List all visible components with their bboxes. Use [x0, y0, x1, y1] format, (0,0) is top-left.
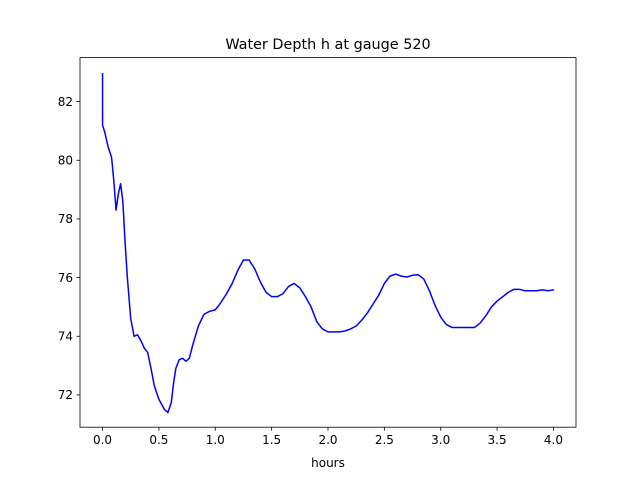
series-line-0: [101, 72, 555, 414]
x-tick-label: 2.0: [318, 433, 337, 447]
y-tick-label: 72: [58, 388, 73, 402]
y-tick-label: 76: [58, 271, 73, 285]
x-tick-label: 3.5: [488, 433, 507, 447]
plot-area: [80, 57, 576, 428]
y-tick-label: 78: [58, 212, 73, 226]
y-axis-ticks: 72 74 76 78 80 82: [58, 95, 80, 402]
chart-title: Water Depth h at gauge 520: [225, 37, 430, 53]
x-tick-label: 4.0: [544, 433, 563, 447]
x-axis-label: hours: [311, 456, 345, 470]
series-layer: [101, 72, 555, 414]
y-tick-label: 74: [58, 330, 73, 344]
x-tick-label: 2.5: [375, 433, 394, 447]
x-tick-label: 0.5: [149, 433, 168, 447]
x-tick-label: 3.0: [431, 433, 450, 447]
y-tick-label: 82: [58, 95, 73, 109]
x-axis-ticks: 0.0 0.5 1.0 1.5 2.0 2.5 3.0 3.5 4.0: [93, 427, 563, 447]
x-tick-label: 0.0: [93, 433, 112, 447]
x-tick-label: 1.0: [206, 433, 225, 447]
y-tick-label: 80: [58, 154, 73, 168]
x-tick-label: 1.5: [262, 433, 281, 447]
